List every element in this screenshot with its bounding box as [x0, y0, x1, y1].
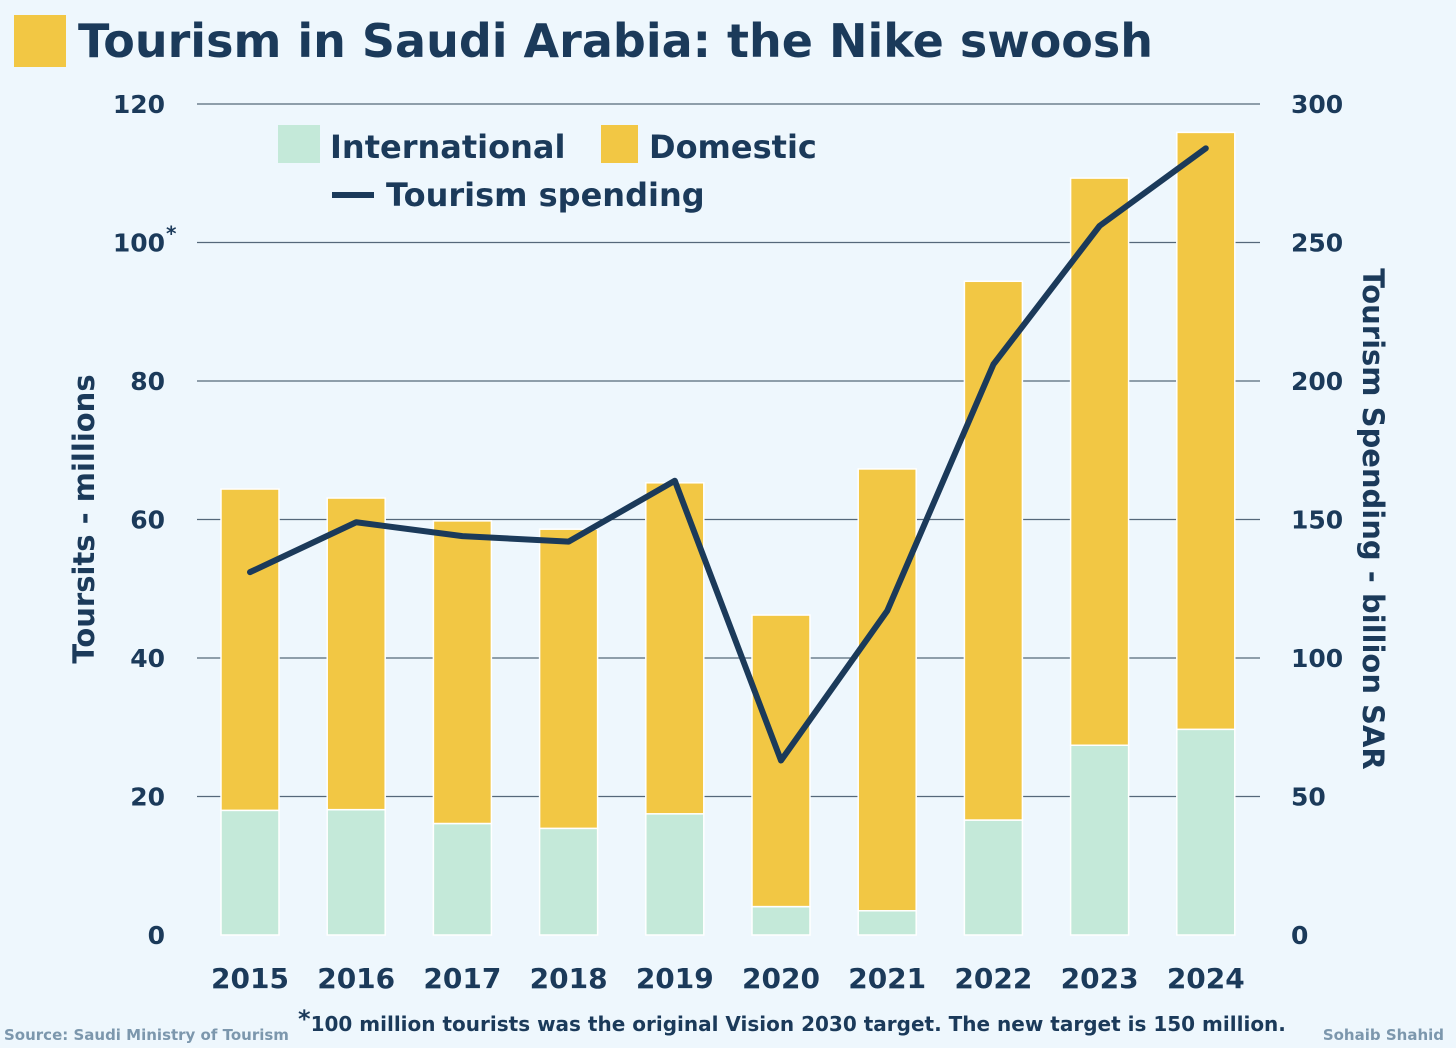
footnote-star: *: [298, 1005, 311, 1033]
x-tick-label-2022: 2022: [954, 962, 1032, 995]
x-tick-label-2021: 2021: [848, 962, 926, 995]
bar-international-2018: [538, 827, 599, 936]
bar-international-2016: [326, 808, 386, 936]
y-left-tick-label: 80: [130, 367, 165, 396]
legend-swatch-domestic: [601, 125, 638, 163]
y-left-tick-label: 100: [113, 229, 165, 258]
x-tick-label-2017: 2017: [423, 962, 501, 995]
chart-title: Tourism in Saudi Arabia: the Nike swoosh: [78, 14, 1154, 68]
bar-international-2023: [1069, 744, 1130, 936]
legend-label-international: International: [330, 128, 565, 166]
y-right-tick-label: 50: [1291, 783, 1326, 812]
y-left-tick-annotation: *: [166, 222, 177, 246]
bars: [220, 131, 1236, 936]
x-tick-label-2023: 2023: [1061, 962, 1139, 995]
x-tick-label-2020: 2020: [742, 962, 820, 995]
author-credit: Sohaib Shahid: [1322, 1026, 1444, 1044]
y-right-tick-label: 250: [1291, 229, 1343, 258]
x-tick-label-2024: 2024: [1167, 962, 1245, 995]
bar-international-2019: [645, 813, 705, 936]
y-axis-left-label: Toursits - millions: [67, 374, 101, 663]
footnote-text: 100 million tourists was the original Vi…: [310, 1012, 1286, 1036]
legend: International Domestic Tourism spending: [278, 125, 817, 214]
x-tick-label-2016: 2016: [317, 962, 395, 995]
source-note: Source: Saudi Ministry of Tourism: [4, 1026, 289, 1044]
y-left-tick-label: 60: [130, 506, 165, 535]
bar-international-2017: [432, 822, 493, 936]
footnote: *100 million tourists was the original V…: [298, 1005, 1286, 1036]
spending-line: [247, 145, 1209, 764]
y-right-tick-label: 200: [1291, 367, 1343, 396]
title-color-swatch: [14, 15, 66, 67]
bar-domestic-2023: [1069, 177, 1130, 747]
y-left-tick-label: 120: [113, 90, 165, 119]
bar-domestic-2024: [1176, 131, 1236, 731]
x-tick-label-2019: 2019: [636, 962, 714, 995]
bar-international-2024: [1176, 728, 1236, 936]
bar-domestic-2018: [538, 528, 599, 830]
x-tick-label-2018: 2018: [530, 962, 608, 995]
bar-international-2020: [751, 905, 811, 936]
bar-domestic-2015: [220, 488, 280, 812]
y-right-tick-label: 100: [1291, 644, 1343, 673]
y-left-tick-label: 20: [130, 783, 165, 812]
y-right-tick-label: 0: [1291, 921, 1308, 950]
bar-international-2021: [857, 910, 917, 936]
x-tick-label-2015: 2015: [211, 962, 289, 995]
legend-label-spending: Tourism spending: [386, 176, 705, 214]
title-block: Tourism in Saudi Arabia: the Nike swoosh: [14, 12, 1153, 70]
tick-labels: 0 20 40 60 80 100 120 * 0 50 100 150 200 250 300 2015 20…: [113, 90, 1343, 995]
bar-domestic-2021: [857, 468, 917, 912]
bar-international-2015: [220, 809, 280, 936]
bar-international-2022: [963, 819, 1024, 936]
legend-swatch-international: [278, 125, 320, 163]
y-axis-right-label: Tourism Spending - billion SAR: [1356, 268, 1390, 769]
y-left-tick-label: 40: [130, 644, 165, 673]
y-left-tick-label: 0: [148, 921, 165, 950]
spending-line-layer: [247, 145, 1209, 764]
y-right-tick-label: 150: [1291, 506, 1343, 535]
legend-label-domestic: Domestic: [649, 128, 817, 166]
bar-domestic-2017: [432, 520, 493, 825]
y-right-tick-label: 300: [1291, 90, 1343, 119]
bar-domestic-2016: [326, 497, 386, 811]
